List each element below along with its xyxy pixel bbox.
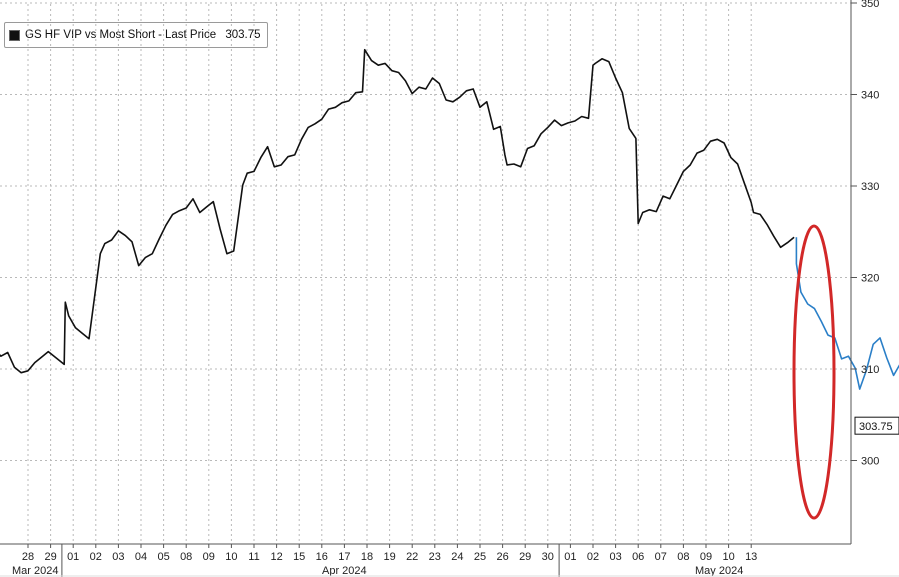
x-tick-label: 26 [496, 551, 508, 563]
x-tick-label: 13 [745, 551, 757, 563]
x-tick-label: 01 [67, 551, 79, 563]
x-tick-label: 19 [383, 551, 395, 563]
series-lines [0, 48, 899, 390]
x-tick-label: 17 [338, 551, 350, 563]
last-price-tag [854, 416, 899, 435]
x-tick-label: 01 [564, 551, 576, 563]
legend-swatch-icon [9, 29, 20, 41]
x-tick-label: 09 [700, 551, 712, 563]
x-tick-label: 06 [632, 551, 644, 563]
x-tick-label: 03 [112, 551, 124, 563]
x-tick-label: 08 [180, 551, 192, 563]
x-tick-label: 04 [135, 551, 147, 563]
legend-separator: - [158, 29, 162, 41]
x-tick-label: 02 [90, 551, 102, 563]
legend-series-name: GS HF VIP vs Most Short [25, 29, 156, 41]
x-tick-label: 11 [248, 551, 259, 563]
x-tick-label: 18 [361, 551, 373, 563]
y-tick-label: 340 [861, 90, 879, 102]
y-tick-label: 330 [861, 181, 879, 193]
x-tick-label: 09 [203, 551, 215, 563]
x-tick-label: 25 [474, 551, 486, 563]
series-line-0 [0, 48, 795, 374]
x-tick-label: 22 [406, 551, 418, 563]
last-price-tag-label: 303.75 [859, 421, 893, 433]
y-tick-label: 300 [861, 456, 879, 468]
x-tick-label: 10 [722, 551, 734, 563]
x-tick-label: 07 [655, 551, 667, 563]
x-tick-label: 02 [587, 551, 599, 563]
x-tick-label: 03 [609, 551, 621, 563]
highlight-ellipse [792, 224, 836, 520]
x-month-label: May 2024 [695, 565, 743, 577]
x-tick-label: 12 [270, 551, 282, 563]
x-month-label: Apr 2024 [322, 565, 367, 577]
legend-suffix-label: Last Price [165, 29, 217, 41]
x-tick-label: 05 [157, 551, 169, 563]
x-tick-label: 24 [451, 551, 463, 563]
x-month-label: Mar 2024 [12, 565, 58, 577]
x-tick-label: 29 [44, 551, 56, 563]
grid [0, 2, 851, 544]
annotations [792, 224, 836, 520]
y-tick-label: 320 [861, 273, 879, 285]
y-tick-label: 350 [861, 0, 879, 10]
chart-legend: GS HF VIP vs Most Short - Last Price 303… [4, 22, 268, 48]
x-tick-label: 16 [316, 551, 328, 563]
legend-last-price: 303.75 [225, 29, 261, 41]
series-line-1 [795, 237, 899, 390]
x-tick-label: 28 [22, 551, 34, 563]
x-tick-label: 10 [225, 551, 237, 563]
x-tick-label: 30 [542, 551, 554, 563]
x-tick-label: 23 [429, 551, 441, 563]
x-tick-label: 15 [293, 551, 305, 563]
y-tick-label: 310 [861, 364, 879, 376]
x-tick-label: 29 [519, 551, 531, 563]
x-tick-label: 08 [677, 551, 689, 563]
